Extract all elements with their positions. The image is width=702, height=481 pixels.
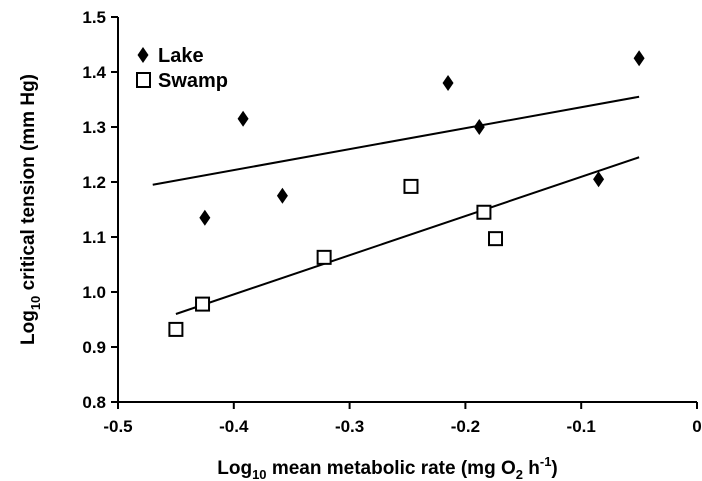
lake-point (276, 187, 288, 204)
y-tick-label: 0.8 (82, 393, 106, 412)
x-tick-label: -0.3 (335, 417, 364, 436)
x-tick-label: -0.4 (219, 417, 249, 436)
lake-point (237, 110, 249, 127)
y-axis-title: Log10 critical tension (mm Hg) (18, 74, 43, 345)
x-ticks: -0.5 -0.4 -0.3 -0.2 -0.1 0 (103, 402, 702, 436)
lake-point (633, 50, 645, 67)
y-tick-label: 1.1 (82, 228, 106, 247)
y-tick-label: 1.3 (82, 118, 106, 137)
y-tick-label: 1.2 (82, 173, 106, 192)
lake-point (199, 209, 211, 226)
swamp-point (316, 249, 332, 265)
x-title-sub: 10 (252, 467, 266, 481)
lake-fit-line (152, 95, 640, 186)
y-tick-label: 1.4 (82, 63, 106, 82)
x-title-rest: mean metabolic rate (mg O (267, 458, 516, 479)
x-title-sup: -1 (540, 454, 552, 469)
y-title-log: Log (18, 310, 39, 345)
y-title-rest: critical tension (mm Hg) (18, 74, 39, 296)
y-tick-label: 0.9 (82, 338, 106, 357)
x-tick-label: -0.5 (103, 417, 132, 436)
data-points (168, 50, 645, 337)
x-tick-label: 0 (692, 417, 701, 436)
legend-lake-label: Lake (158, 45, 204, 67)
y-title-sub: 10 (28, 296, 43, 310)
swamp-point (195, 296, 211, 312)
legend: Lake Swamp (136, 45, 228, 92)
swamp-point (403, 178, 419, 194)
lake-point (473, 119, 485, 135)
y-ticks: 0.8 0.9 1.0 1.1 1.2 1.3 1.4 1.5 (82, 8, 118, 412)
y-tick-label: 1.0 (82, 283, 106, 302)
lake-point (442, 75, 454, 91)
x-title-o2sub: 2 (516, 467, 523, 481)
swamp-point (168, 321, 184, 337)
legend-lake-marker-icon (137, 47, 149, 63)
fit-lines (152, 95, 640, 315)
legend-swamp-marker-icon (136, 72, 151, 88)
axes (117, 17, 697, 403)
swamp-fit-line (175, 156, 640, 315)
x-tick-label: -0.1 (567, 417, 596, 436)
y-tick-label: 1.5 (82, 8, 106, 27)
legend-swamp-label: Swamp (158, 70, 228, 92)
x-tick-label: -0.2 (451, 417, 480, 436)
swamp-point (476, 204, 492, 220)
x-title-h: h (523, 458, 540, 479)
swamp-point (488, 231, 504, 247)
x-title-close: ) (551, 458, 557, 479)
x-axis-title: Log10 mean metabolic rate (mg O2 h-1) (217, 454, 558, 481)
lake-point (593, 171, 605, 188)
x-title-log: Log (217, 458, 252, 479)
